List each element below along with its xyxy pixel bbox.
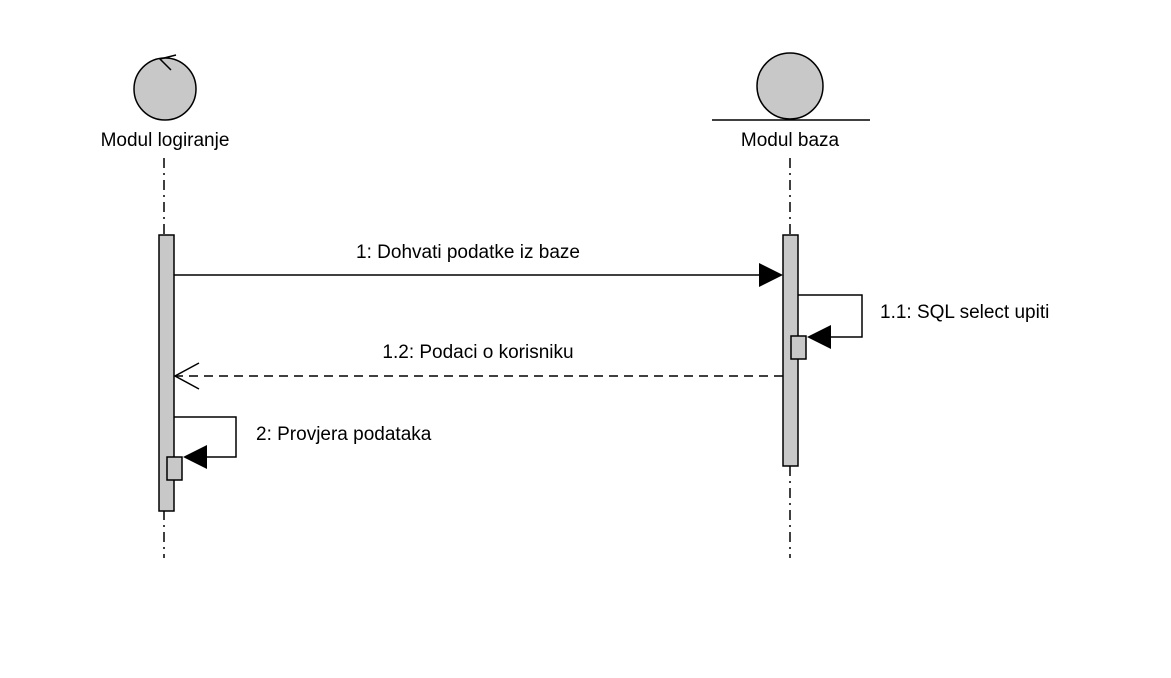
lifeline-label: Modul logiranje — [101, 130, 230, 151]
activation-bar — [158, 234, 175, 512]
message-1-2: 1.2: Podaci o korisniku — [173, 342, 783, 390]
lifeline-modul-baza: Modul baza — [712, 52, 870, 558]
lifeline-modul-logiranje: Modul logiranje — [101, 54, 230, 558]
message-label: 1.2: Podaci o korisniku — [382, 342, 573, 363]
message-label: 1: Dohvati podatke iz baze — [356, 242, 580, 263]
nested-activation-bar — [790, 335, 807, 360]
control-icon — [133, 54, 197, 121]
message-label: 2: Provjera podataka — [256, 424, 432, 445]
entity-icon — [712, 52, 870, 121]
message-1: 1: Dohvati podatke iz baze — [174, 242, 783, 287]
lifeline-label: Modul baza — [741, 130, 840, 151]
self-call-arrow — [798, 294, 863, 338]
filled-arrowhead — [807, 325, 831, 349]
self-call-arrow — [174, 416, 237, 458]
message-label: 1.1: SQL select upiti — [880, 302, 1049, 323]
open-arrowhead — [173, 362, 200, 390]
filled-arrowhead — [183, 445, 207, 469]
nested-activation-bar — [166, 456, 183, 481]
filled-arrowhead — [759, 263, 783, 287]
message-1-1: 1.1: SQL select upiti — [790, 294, 1049, 360]
message-2: 2: Provjera podataka — [166, 416, 432, 481]
